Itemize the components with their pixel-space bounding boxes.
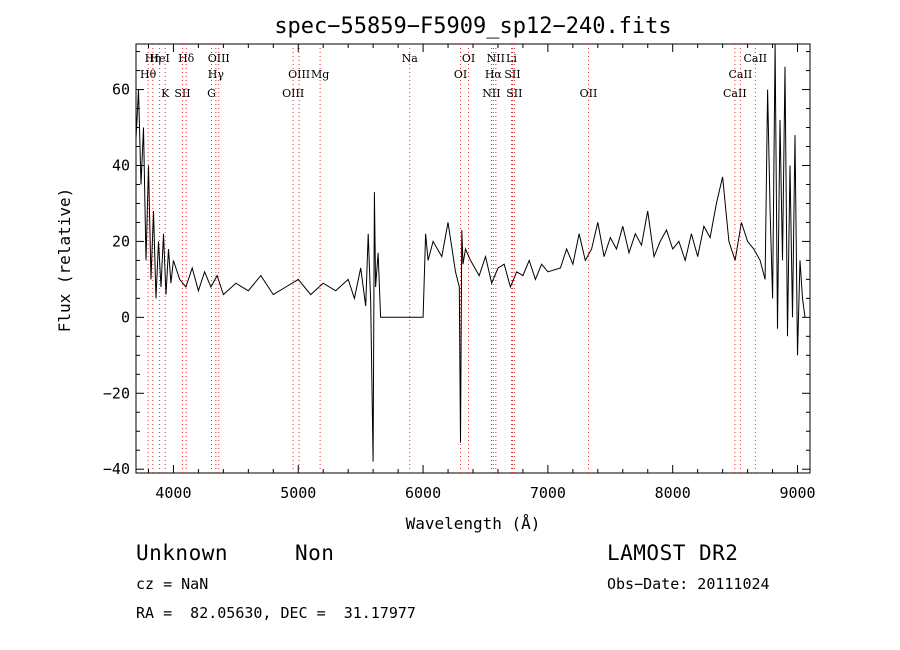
line-label-16: NII (487, 52, 505, 65)
line-label-4: SII (174, 87, 190, 100)
x-tick-label: 5000 (280, 484, 316, 502)
y-tick-label: −20 (103, 384, 130, 402)
y-tick-label: 60 (112, 81, 130, 99)
line-label-19: NII (482, 87, 500, 100)
line-label-24: CaII (723, 87, 747, 100)
line-label-11: Mg (311, 68, 329, 81)
x-tick-label: 4000 (155, 484, 191, 502)
plot-frame (135, 43, 811, 474)
line-label-5: Hδ (178, 52, 195, 65)
x-tick-label: 6000 (405, 484, 441, 502)
spectral-line-labels: HηHθKHeISIIHδHγGOIIIOIIIOIIIMgNaOIOIHαNI… (140, 52, 767, 100)
spectral-line-markers (147, 44, 756, 473)
chart-title: spec−55859−F5909_sp12−240.fits (274, 14, 671, 39)
line-label-2: K (161, 87, 170, 100)
x-tick-label: 8000 (655, 484, 691, 502)
class-label: Unknown (136, 541, 229, 565)
y-axis-label: Flux (relative) (55, 188, 74, 333)
line-label-17: SII (504, 68, 520, 81)
spectrum-series-line (135, 43, 806, 462)
x-tick-label: 9000 (779, 484, 815, 502)
line-label-15: Hα (485, 68, 503, 81)
line-label-21: OII (580, 87, 598, 100)
line-label-10: OIII (282, 87, 304, 100)
line-label-14: OI (462, 52, 475, 65)
line-label-23: CaII (729, 68, 753, 81)
axis-tick-labels: 4000 5000 6000 7000 8000 9000 −40 −20 0 20 40 60 (103, 81, 816, 502)
line-label-3: HeI (149, 52, 169, 65)
y-tick-label: −40 (103, 460, 130, 478)
coordinates-text: RA = 82.05630, DEC = 31.17977 (136, 604, 416, 622)
plot-border (135, 43, 811, 474)
line-label-12: Na (402, 52, 419, 65)
y-tick-label: 0 (121, 308, 130, 326)
line-label-9: OIII (288, 68, 310, 81)
x-tick-label: 7000 (530, 484, 566, 502)
y-tick-label: 40 (112, 156, 130, 174)
redshift-text: cz = NaN (136, 575, 209, 593)
y-tick-label: 20 (112, 232, 130, 250)
x-axis-label: Wavelength (Å) (406, 514, 541, 533)
line-label-18: Li (506, 52, 517, 65)
line-label-7: G (207, 87, 216, 100)
line-label-22: CaII (743, 52, 767, 65)
obs-date-text: Obs−Date: 20111024 (607, 575, 770, 593)
line-label-0: Hη (145, 52, 161, 65)
line-label-8: OIII (208, 52, 230, 65)
axis-ticks (136, 44, 810, 473)
line-label-6: Hγ (208, 68, 225, 81)
line-label-20: SII (506, 87, 522, 100)
subclass-label: Non (295, 541, 335, 565)
line-label-13: OI (454, 68, 467, 81)
line-label-1: Hθ (140, 68, 157, 81)
survey-label: LAMOST DR2 (607, 541, 739, 565)
